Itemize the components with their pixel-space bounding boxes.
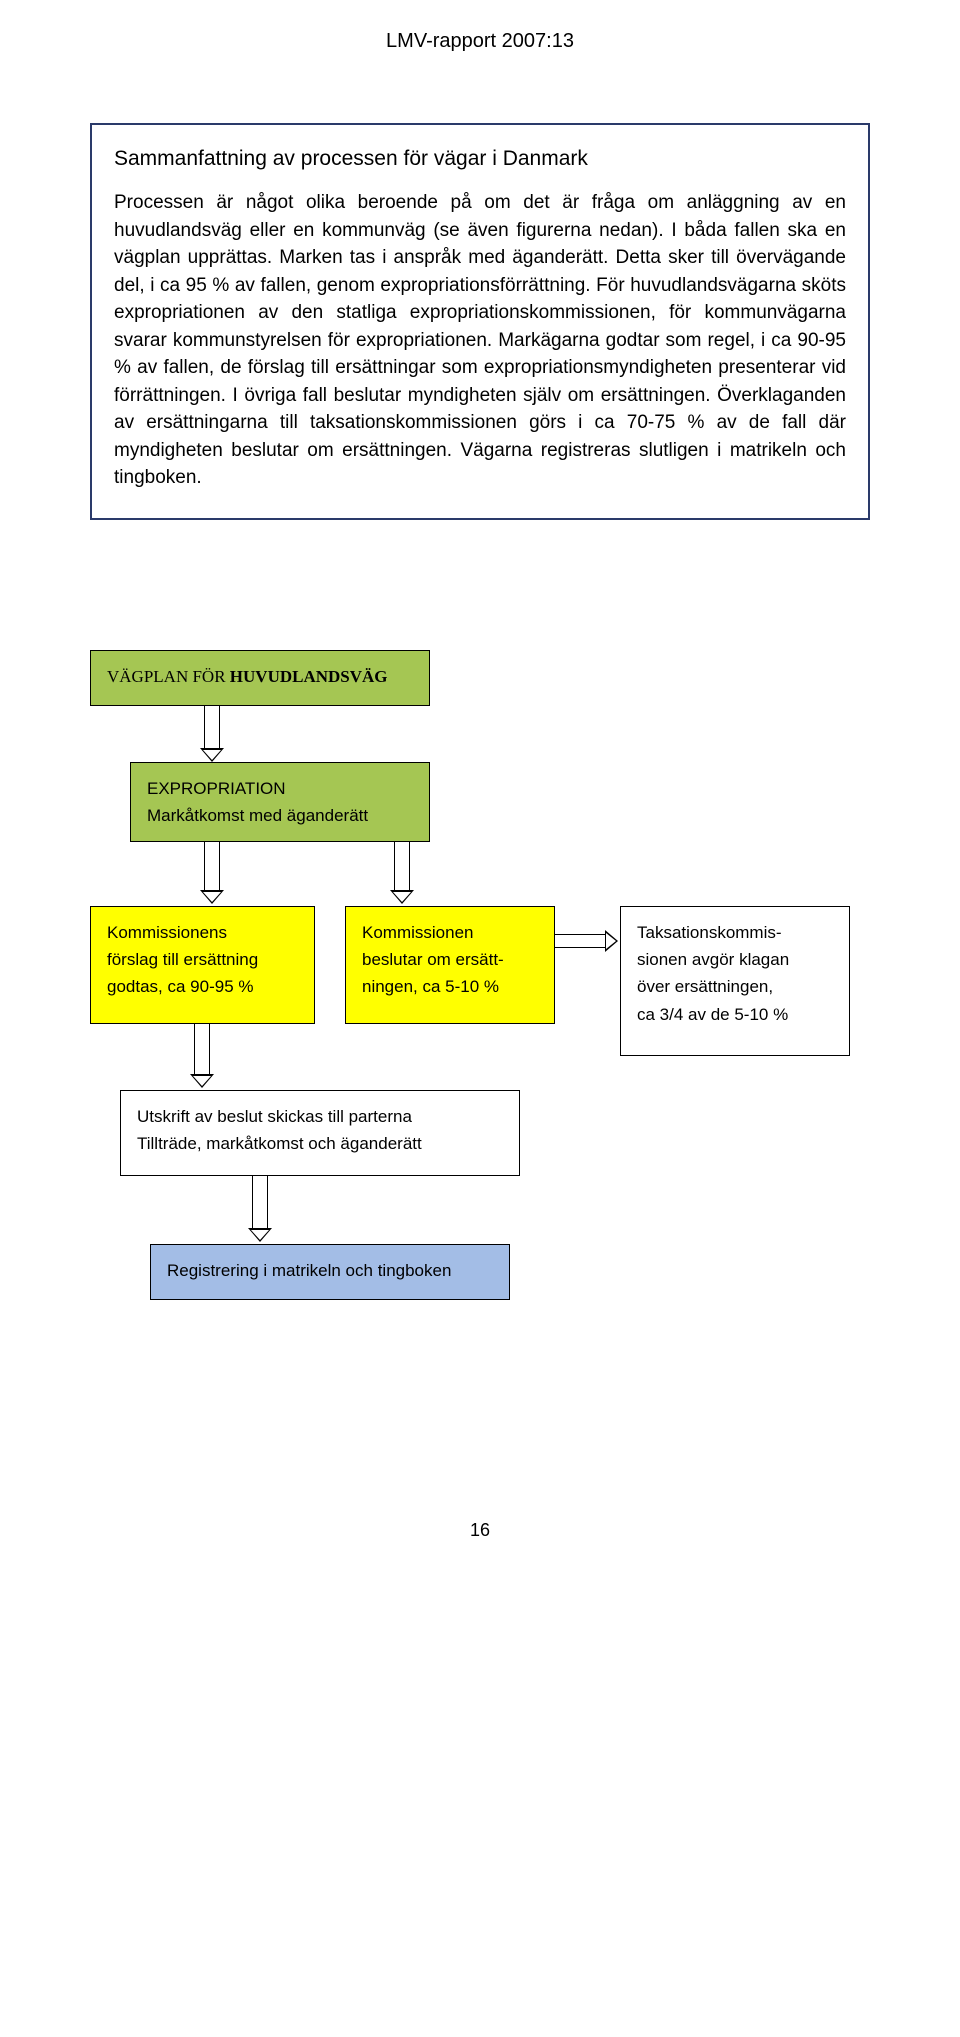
arrow-down-icon <box>248 1176 272 1242</box>
flowchart-node-n1: VÄGPLAN FÖR HUVUDLANDSVÄG <box>90 650 430 706</box>
flowchart-node-n4: Kommissionenbeslutar om ersätt-ningen, c… <box>345 906 555 1024</box>
flowchart-node-n5: Taksationskommis-sionen avgör klaganöver… <box>620 906 850 1056</box>
flowchart-canvas: VÄGPLAN FÖR HUVUDLANDSVÄG EXPROPRIATIONMa… <box>90 650 870 1510</box>
arrow-down-icon <box>200 706 224 762</box>
page-number: 16 <box>90 1520 870 1541</box>
summary-title: Sammanfattning av processen för vägar i … <box>114 147 846 171</box>
flowchart-node-n2: EXPROPRIATIONMarkåtkomst med äganderätt <box>130 762 430 842</box>
flowchart-node-n3: Kommissionensförslag till ersättninggodt… <box>90 906 315 1024</box>
flowchart-node-n6: Utskrift av beslut skickas till parterna… <box>120 1090 520 1176</box>
summary-body: Processen är något olika beroende på om … <box>114 189 846 492</box>
page-header: LMV-rapport 2007:13 <box>90 30 870 53</box>
arrow-down-icon <box>390 842 414 904</box>
summary-box: Sammanfattning av processen för vägar i … <box>90 123 870 520</box>
arrow-down-icon <box>200 842 224 904</box>
arrow-down-icon <box>190 1024 214 1088</box>
flowchart-node-n7: Registrering i matrikeln och tingboken <box>150 1244 510 1300</box>
arrow-right-icon <box>555 930 618 952</box>
